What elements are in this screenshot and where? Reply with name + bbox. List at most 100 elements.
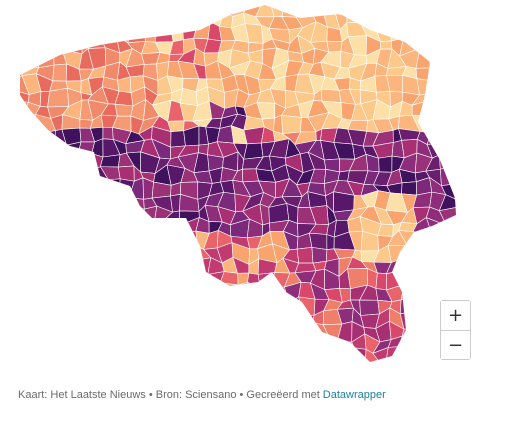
municipality [399,294,418,315]
municipality [49,198,68,211]
municipality [390,22,404,42]
municipality [20,284,30,304]
municipality [103,178,121,197]
municipality [401,327,420,337]
municipality [47,230,68,245]
zoom-out[interactable]: − [441,330,470,359]
municipality [257,272,276,289]
municipality [165,347,183,362]
footer: Kaart: Het Laatste Nieuws • Bron: Sciens… [18,389,386,401]
municipality [64,257,82,276]
municipality [139,5,161,12]
municipality [217,308,236,329]
municipality [362,5,378,16]
municipality [181,374,196,375]
municipality [412,25,433,40]
municipality [127,282,142,302]
municipality [20,5,29,17]
municipality [320,88,342,103]
municipality [127,300,142,315]
municipality [478,321,498,340]
municipality [166,256,186,278]
municipality [346,14,367,24]
municipality [47,258,69,276]
municipality [117,245,129,264]
municipality [127,22,146,44]
zoom-in[interactable]: + [441,301,470,330]
municipality [65,167,82,187]
municipality [89,192,107,212]
municipality [243,126,265,145]
municipality [346,5,367,16]
municipality [0,286,10,301]
municipality [166,244,183,265]
municipality [335,347,355,362]
municipality [471,284,481,303]
municipality [242,337,265,354]
municipality [453,35,456,51]
municipality [311,247,328,264]
municipality [294,322,313,341]
municipality [258,295,274,316]
municipality [457,207,472,220]
municipality [114,103,134,117]
municipality [114,334,134,353]
municipality [281,347,302,362]
municipality [0,0,16,16]
municipality [41,143,56,161]
municipality [415,47,433,69]
municipality [22,138,43,161]
municipality [425,244,445,265]
municipality [91,258,107,276]
municipality [437,130,456,144]
municipality [78,22,96,38]
municipality [401,181,418,196]
municipality [443,35,456,56]
municipality [20,232,29,248]
municipality [89,335,105,356]
municipality [117,256,132,278]
municipality [22,24,42,41]
municipality [125,347,141,362]
municipality [1,171,16,184]
municipality [73,204,93,225]
municipality [443,260,456,276]
municipality [24,231,42,248]
municipality [37,222,53,237]
municipality [40,307,56,328]
municipality [158,274,167,291]
municipality [89,326,106,342]
municipality [78,9,96,30]
municipality [25,349,44,362]
municipality [34,5,55,13]
municipality [78,5,91,15]
municipality [359,8,378,23]
municipality [100,16,121,27]
municipality [387,245,408,264]
municipality [100,350,121,362]
municipality [431,235,440,249]
municipality [439,361,456,362]
municipality [424,348,441,362]
municipality [20,244,26,264]
municipality [360,360,382,362]
municipality [326,40,343,53]
municipality [112,359,130,362]
municipality [115,285,135,302]
municipality [193,21,211,40]
municipality [359,299,380,316]
municipality [154,244,169,265]
municipality [427,112,442,134]
municipality [246,282,265,299]
municipality [416,78,432,96]
municipality [80,272,95,291]
municipality [0,329,15,339]
municipality [170,130,186,148]
municipality [336,364,353,375]
link[interactable]: Datawrapper [322,389,386,401]
municipality [243,142,264,160]
municipality [49,361,63,362]
municipality [0,36,13,56]
municipality [464,235,483,249]
municipality [34,361,55,362]
